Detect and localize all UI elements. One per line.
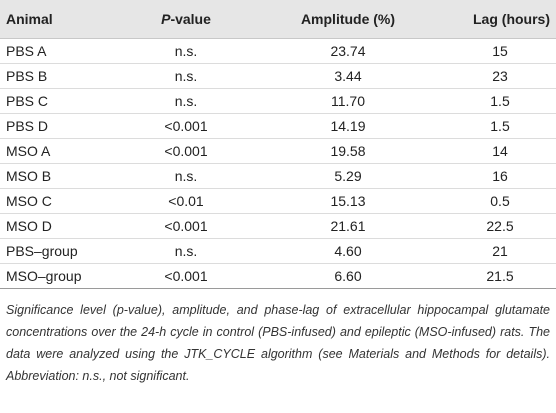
table-cell: PBS C: [0, 88, 120, 114]
table-cell: PBS–group: [0, 238, 120, 264]
table-cell: 19.58: [252, 138, 444, 164]
table-cell: 5.29: [252, 163, 444, 189]
column-header: Animal: [0, 0, 120, 39]
caption: Significance level (p-value), amplitude,…: [6, 303, 550, 383]
table-cell: PBS A: [0, 38, 120, 64]
table-cell: 3.44: [252, 63, 444, 89]
table-cell: MSO B: [0, 163, 120, 189]
table-cell: 21.5: [444, 263, 556, 289]
table-cell: 0.5: [444, 188, 556, 214]
table-cell: n.s.: [120, 88, 252, 114]
table-cell: 15: [444, 38, 556, 64]
table-cell: 6.60: [252, 263, 444, 289]
table-cell: MSO D: [0, 213, 120, 239]
table-cell: <0.001: [120, 263, 252, 289]
table-cell: 11.70: [252, 88, 444, 114]
table-row: MSO–group <0.001 6.60 21.5: [0, 263, 556, 289]
table-cell: <0.001: [120, 113, 252, 139]
table-cell: 21: [444, 238, 556, 264]
table-cell: MSO–group: [0, 263, 120, 289]
table-row: MSO A <0.001 19.58 14: [0, 138, 556, 164]
table-cell: 1.5: [444, 113, 556, 139]
table-cell: <0.001: [120, 213, 252, 239]
table-cell: n.s.: [120, 163, 252, 189]
table-cell: 14: [444, 138, 556, 164]
table-cell: 15.13: [252, 188, 444, 214]
table-row: PBS D <0.001 14.19 1.5: [0, 113, 556, 139]
table-cell: n.s.: [120, 38, 252, 64]
table-row: MSO D <0.001 21.61 22.5: [0, 213, 556, 239]
table-cell: PBS D: [0, 113, 120, 139]
table-row: PBS–group n.s. 4.60 21: [0, 238, 556, 264]
column-header: P-value: [120, 0, 252, 39]
header-row: Animal P-value Amplitude (%) Lag (hours): [0, 0, 556, 39]
table-cell: MSO C: [0, 188, 120, 214]
table-row: MSO C <0.01 15.13 0.5: [0, 188, 556, 214]
table-cell: 1.5: [444, 88, 556, 114]
table-cell: n.s.: [120, 63, 252, 89]
data-table: Animal P-value Amplitude (%) Lag (hours) PB…: [0, 0, 556, 289]
table-cell: 23: [444, 63, 556, 89]
table-cell: <0.01: [120, 188, 252, 214]
table-cell: MSO A: [0, 138, 120, 164]
table-cell: 14.19: [252, 113, 444, 139]
table-cell: <0.001: [120, 138, 252, 164]
column-header: Amplitude (%): [252, 0, 444, 39]
table-cell: 16: [444, 163, 556, 189]
table-cell: 22.5: [444, 213, 556, 239]
table-header: Animal P-value Amplitude (%) Lag (hours): [0, 0, 556, 39]
table-cell: PBS B: [0, 63, 120, 89]
table-cell: 23.74: [252, 38, 444, 64]
table-cell: n.s.: [120, 238, 252, 264]
column-header: Lag (hours): [444, 0, 556, 39]
table-cell: 21.61: [252, 213, 444, 239]
table-cell: 4.60: [252, 238, 444, 264]
